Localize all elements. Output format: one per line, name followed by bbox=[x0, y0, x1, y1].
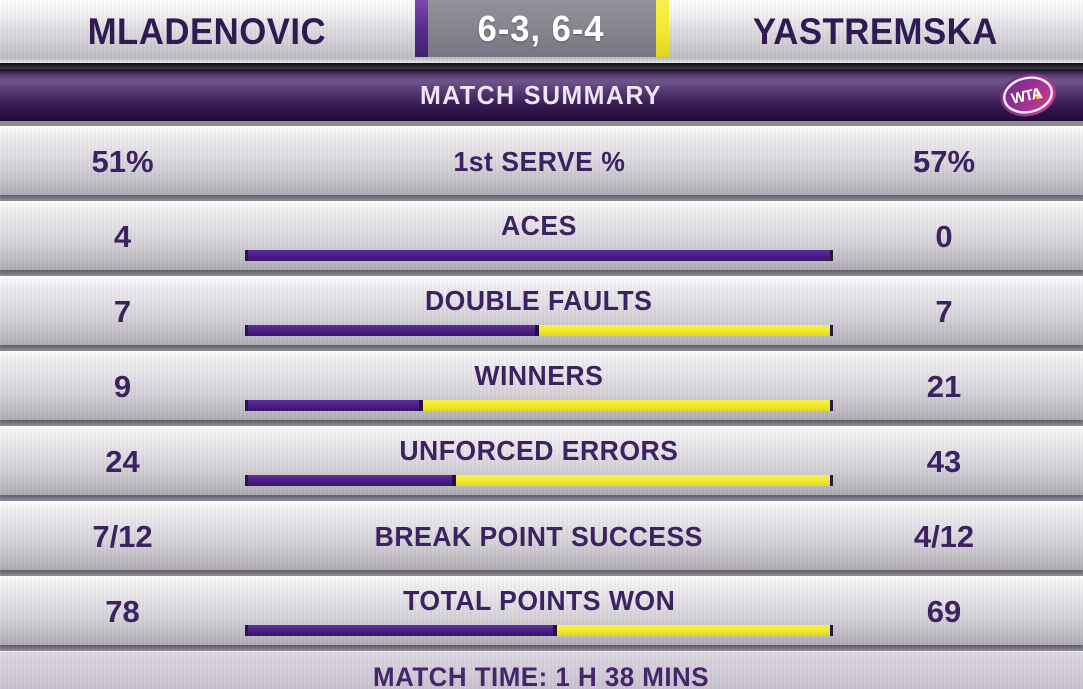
stat-label: ACES bbox=[501, 210, 577, 241]
stat-row-first-serve: 51% 1st SERVE % 57% bbox=[0, 126, 1083, 195]
player-left-cell: MLADENOVIC bbox=[0, 0, 415, 63]
stat-proportion-bar bbox=[245, 325, 833, 336]
score-accent-purple bbox=[414, 0, 428, 57]
stat-label: TOTAL POINTS WON bbox=[402, 585, 676, 616]
stat-proportion-bar bbox=[245, 400, 833, 411]
stat-center: UNFORCED ERRORS bbox=[245, 428, 833, 495]
stat-value-left: 7/12 bbox=[92, 518, 153, 554]
stat-label: 1st SERVE % bbox=[453, 145, 625, 177]
wta-logo-icon: WTA bbox=[1000, 73, 1056, 117]
player-name-left: MLADENOVIC bbox=[87, 10, 327, 52]
stat-value-left: 9 bbox=[113, 368, 132, 404]
stat-center: TOTAL POINTS WON bbox=[245, 578, 833, 645]
stat-proportion-bar bbox=[245, 475, 833, 486]
stat-bar-left-share bbox=[248, 475, 457, 486]
stat-value-left: 7 bbox=[113, 293, 132, 329]
stat-value-right: 21 bbox=[926, 368, 962, 404]
score-accent-yellow bbox=[655, 0, 669, 57]
stat-value-right: 7 bbox=[935, 293, 953, 329]
stat-row-winners: 9 WINNERS 21 bbox=[0, 351, 1083, 420]
stat-bar-left-share bbox=[248, 625, 557, 636]
stat-value-right: 43 bbox=[926, 443, 962, 479]
stat-row-aces: 4 ACES 0 bbox=[0, 201, 1083, 270]
stat-center: 1st SERVE % bbox=[245, 128, 833, 195]
player-name-right: YASTREMSKA bbox=[753, 10, 999, 52]
stat-value-right: 4/12 bbox=[913, 518, 975, 554]
stat-proportion-bar bbox=[245, 250, 833, 261]
match-time-bar: MATCH TIME: 1 H 38 MINS bbox=[0, 651, 1083, 689]
stat-center: WINNERS bbox=[245, 353, 833, 420]
svg-text:WTA: WTA bbox=[1010, 85, 1044, 108]
stat-proportion-bar bbox=[245, 625, 833, 636]
stat-center: BREAK POINT SUCCESS bbox=[245, 503, 833, 570]
stat-value-right: 57% bbox=[912, 143, 976, 179]
score-mid: 6-3, 6-4 bbox=[427, 0, 656, 57]
summary-title: MATCH SUMMARY bbox=[420, 79, 663, 110]
top-divider bbox=[0, 63, 1083, 69]
stats-table: 51% 1st SERVE % 57% 4 ACES 0 7 DOUBLE FA… bbox=[0, 121, 1083, 645]
stat-center: DOUBLE FAULTS bbox=[245, 278, 833, 345]
player-right-cell: YASTREMSKA bbox=[669, 0, 1083, 63]
stat-label: BREAK POINT SUCCESS bbox=[374, 520, 704, 552]
stat-bar-left-share bbox=[248, 250, 830, 261]
match-summary-banner: MATCH SUMMARY WTA bbox=[0, 69, 1083, 121]
match-time-text: MATCH TIME: 1 H 38 MINS bbox=[373, 661, 710, 689]
stat-value-left: 78 bbox=[105, 593, 140, 629]
stat-row-total-points: 78 TOTAL POINTS WON 69 bbox=[0, 576, 1083, 645]
stat-value-right: 0 bbox=[935, 218, 953, 254]
stat-value-right: 69 bbox=[926, 593, 962, 629]
score-box: 6-3, 6-4 bbox=[414, 0, 669, 57]
match-score: 6-3, 6-4 bbox=[478, 7, 605, 49]
stat-label: UNFORCED ERRORS bbox=[399, 435, 679, 466]
stat-row-double-faults: 7 DOUBLE FAULTS 7 bbox=[0, 276, 1083, 345]
scoreboard-bar: MLADENOVIC 6-3, 6-4 YASTREMSKA bbox=[0, 0, 1083, 63]
stat-value-left: 51% bbox=[91, 143, 154, 179]
stat-value-left: 24 bbox=[105, 443, 140, 479]
stat-value-left: 4 bbox=[113, 218, 132, 254]
stat-bar-left-share bbox=[248, 400, 423, 411]
stat-center: ACES bbox=[245, 203, 833, 270]
stat-bar-left-share bbox=[248, 325, 539, 336]
stat-row-unforced-errors: 24 UNFORCED ERRORS 43 bbox=[0, 426, 1083, 495]
stat-label: WINNERS bbox=[474, 360, 604, 391]
stat-label: DOUBLE FAULTS bbox=[425, 285, 653, 316]
stat-row-break-points: 7/12 BREAK POINT SUCCESS 4/12 bbox=[0, 501, 1083, 570]
